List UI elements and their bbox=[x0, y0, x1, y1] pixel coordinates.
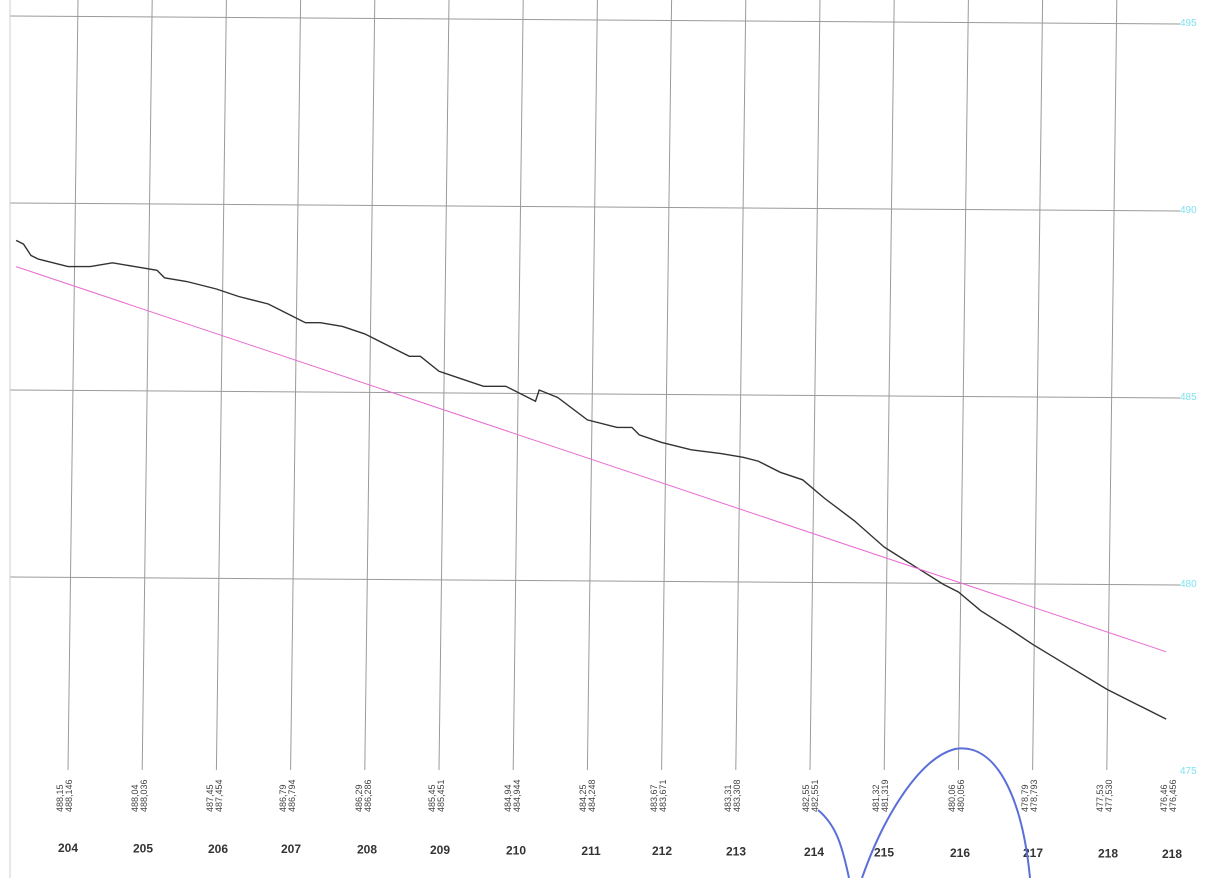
station-labels: 204 205 206 207 208 209 210 211 212 213 214 215 216 2… bbox=[58, 841, 1182, 861]
station-value-label: 477,530 bbox=[1104, 779, 1114, 812]
station-value-label: 478,79 bbox=[1020, 784, 1030, 812]
gridline-x bbox=[735, 0, 747, 771]
station-label: 214 bbox=[804, 845, 824, 859]
gridline-x bbox=[141, 0, 153, 771]
station-label: 213 bbox=[726, 845, 746, 859]
station-value-label: 484,25 bbox=[578, 784, 588, 812]
station-value-label: 482,551 bbox=[810, 779, 820, 812]
y-tick-label: 495 bbox=[1180, 18, 1197, 29]
station-value-label: 483,31 bbox=[723, 784, 733, 812]
station-label: 218 bbox=[1162, 847, 1182, 861]
station-label: 208 bbox=[357, 843, 377, 857]
station-value-label: 478,793 bbox=[1029, 779, 1039, 812]
station-label: 211 bbox=[581, 844, 601, 858]
gridline-x bbox=[1106, 0, 1118, 771]
station-value-label: 480,056 bbox=[956, 779, 966, 812]
gridline-x bbox=[661, 0, 673, 771]
station-value-label: 486,286 bbox=[363, 779, 373, 812]
gridline-x bbox=[586, 0, 598, 771]
station-label: 207 bbox=[281, 842, 301, 856]
gridline-x bbox=[809, 0, 821, 771]
station-value-label: 487,454 bbox=[214, 779, 224, 812]
gridline-x bbox=[957, 0, 969, 771]
station-value-label: 484,248 bbox=[587, 779, 597, 812]
gridline-x bbox=[290, 0, 302, 771]
station-label: 210 bbox=[506, 843, 526, 857]
station-value-label: 482,55 bbox=[801, 784, 811, 812]
station-value-label: 476,46 bbox=[1159, 784, 1169, 812]
station-value-label: 477,53 bbox=[1095, 784, 1105, 812]
station-value-label: 488,15 bbox=[55, 784, 65, 812]
gridline-y-485 bbox=[9, 389, 1181, 399]
gridline-y-480 bbox=[9, 576, 1181, 586]
station-value-label: 487,45 bbox=[205, 784, 215, 812]
station-value-label: 486,29 bbox=[354, 784, 364, 812]
station-value-label: 483,671 bbox=[658, 779, 668, 812]
station-value-label: 480,06 bbox=[947, 784, 957, 812]
station-value-labels: 488,15 488,146 488,04 488,036 487,45 487,454 4… bbox=[55, 779, 1178, 812]
station-value-label: 488,04 bbox=[130, 784, 140, 812]
station-value-label: 485,451 bbox=[436, 779, 446, 812]
station-label: 218 bbox=[1098, 847, 1118, 861]
y-tick-label: 490 bbox=[1180, 205, 1197, 216]
terrain-profile-line bbox=[15, 239, 1167, 720]
gridline-x bbox=[215, 0, 227, 771]
y-tick-label: 485 bbox=[1180, 392, 1197, 403]
station-value-label: 483,67 bbox=[649, 784, 659, 812]
station-value-label: 481,32 bbox=[871, 784, 881, 812]
station-value-label: 486,79 bbox=[278, 784, 288, 812]
station-value-label: 486,794 bbox=[287, 779, 297, 812]
station-label: 216 bbox=[950, 846, 970, 860]
vertical-gridlines bbox=[9, 0, 1118, 878]
pen-marks bbox=[817, 747, 1031, 878]
station-label: 204 bbox=[58, 841, 78, 855]
station-value-label: 484,944 bbox=[512, 779, 522, 812]
gridline-x bbox=[1032, 0, 1044, 771]
station-value-label: 483,308 bbox=[732, 779, 742, 812]
y-axis-tick-labels: 495 490 485 480 475 bbox=[1180, 18, 1197, 777]
station-value-label: 484,94 bbox=[503, 784, 513, 812]
station-label: 205 bbox=[133, 841, 153, 855]
y-tick-label: 475 bbox=[1180, 766, 1197, 777]
station-label: 215 bbox=[874, 845, 894, 859]
station-label: 206 bbox=[208, 842, 228, 856]
station-label: 209 bbox=[430, 843, 450, 857]
gridline-x bbox=[67, 0, 79, 771]
gridline-x bbox=[438, 0, 450, 771]
gridline-x bbox=[512, 0, 524, 771]
design-grade-line bbox=[15, 266, 1167, 653]
station-value-label: 485,45 bbox=[427, 784, 437, 812]
station-value-label: 476,456 bbox=[1168, 779, 1178, 812]
hand-drawn-arc-mark bbox=[817, 747, 1031, 878]
gridline-x bbox=[883, 0, 895, 771]
y-tick-label: 480 bbox=[1180, 579, 1197, 590]
station-label: 212 bbox=[652, 844, 672, 858]
station-value-label: 488,146 bbox=[64, 779, 74, 812]
station-value-label: 488,036 bbox=[139, 779, 149, 812]
horizontal-gridlines bbox=[9, 15, 1181, 586]
gridline-y-495 bbox=[9, 15, 1181, 25]
station-value-label: 481,319 bbox=[880, 779, 890, 812]
series-lines bbox=[15, 239, 1167, 720]
